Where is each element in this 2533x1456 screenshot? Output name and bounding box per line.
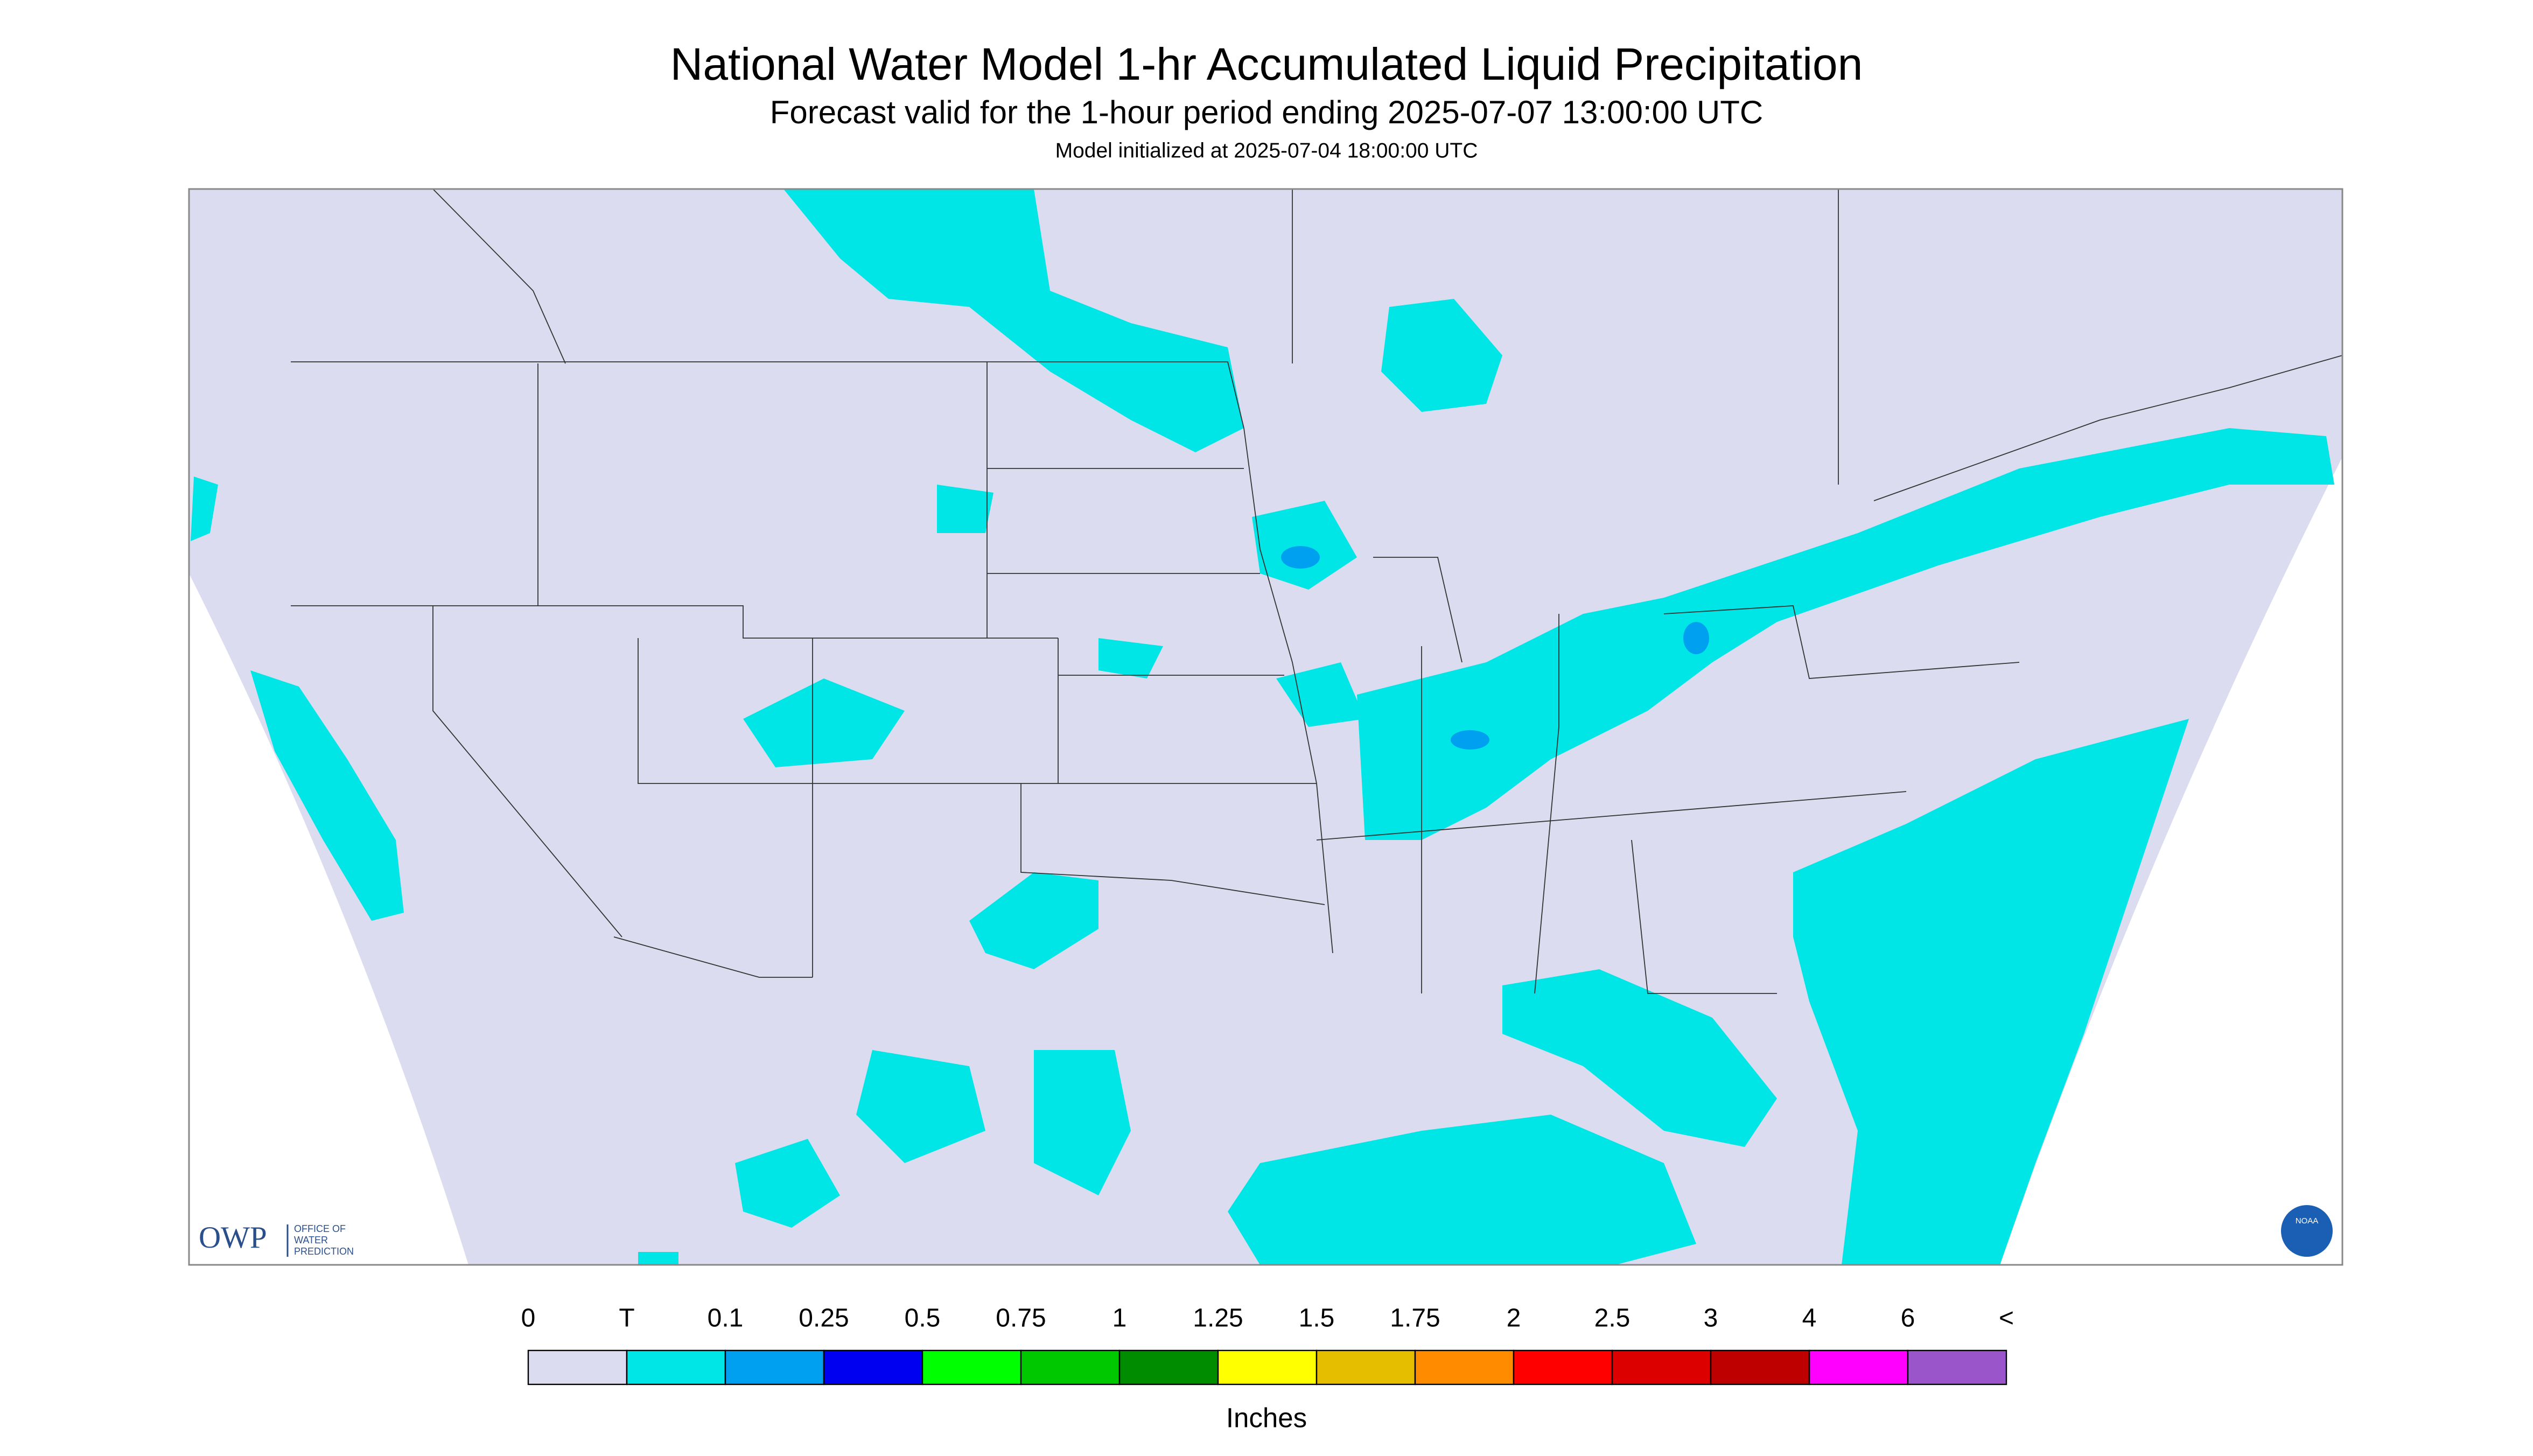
- legend-label: 0.5: [905, 1304, 941, 1333]
- legend-label: 2.5: [1594, 1304, 1631, 1333]
- legend-swatch: [626, 1349, 726, 1385]
- legend-label: 1.75: [1390, 1304, 1440, 1333]
- legend-swatch: [823, 1349, 923, 1385]
- legend-swatch: [1808, 1349, 1909, 1385]
- legend-swatch: [1316, 1349, 1416, 1385]
- noaa-logo: [2281, 1205, 2333, 1257]
- owp-text: WATER: [294, 1235, 328, 1245]
- precipitation: [191, 189, 2334, 1265]
- legend-swatch: [1611, 1349, 1712, 1385]
- legend-label: 0: [521, 1304, 536, 1333]
- legend-label: 1.25: [1193, 1304, 1243, 1333]
- owp-text: OFFICE OF: [294, 1223, 346, 1234]
- legend-swatch: [921, 1349, 1022, 1385]
- legend-label: 4: [1802, 1304, 1817, 1333]
- legend-label: 0.25: [799, 1304, 849, 1333]
- legend-swatch: [1907, 1349, 2007, 1385]
- owp-text: PREDICTION: [294, 1246, 354, 1257]
- legend-swatch: [1710, 1349, 1810, 1385]
- legend-swatch: [1414, 1349, 1515, 1385]
- legend-swatch: [724, 1349, 825, 1385]
- owp-logo: OWP: [199, 1221, 267, 1255]
- legend-label: <: [1999, 1304, 2014, 1333]
- legend-label: 3: [1704, 1304, 1718, 1333]
- boundaries: [291, 188, 2343, 994]
- legend-label: 0.1: [708, 1304, 744, 1333]
- legend-swatch: [1118, 1349, 1219, 1385]
- legend-label: 1.5: [1299, 1304, 1335, 1333]
- map-frame: [188, 188, 2343, 1266]
- map: OWP OFFICE OF WATER PREDICTION NOAA: [188, 188, 2343, 1266]
- legend: 0 T 0.1 0.25 0.5 0.75 1 1.25 1.5 1.75 2 2.5 3 4 6 <: [521, 1304, 2014, 1385]
- legend-swatch: [1020, 1349, 1121, 1385]
- legend-swatch: [1217, 1349, 1318, 1385]
- legend-label: 1: [1112, 1304, 1127, 1333]
- legend-label: 0.75: [996, 1304, 1046, 1333]
- subtitle: Forecast valid for the 1-hour period end…: [770, 94, 1763, 130]
- legend-swatch: [1513, 1349, 1613, 1385]
- title: National Water Model 1-hr Accumulated Li…: [670, 39, 1863, 89]
- init-note: Model initialized at 2025-07-04 18:00:00…: [1055, 139, 1478, 162]
- legend-label: 6: [1901, 1304, 1915, 1333]
- map-edge: [2000, 457, 2342, 1265]
- legend-label: 2: [1507, 1304, 1521, 1333]
- map-edge: [189, 573, 468, 1265]
- noaa-text: NOAA: [2296, 1216, 2319, 1226]
- legend-unit: Inches: [1226, 1402, 1307, 1433]
- legend-label: T: [619, 1304, 634, 1333]
- legend-swatch: [527, 1349, 628, 1385]
